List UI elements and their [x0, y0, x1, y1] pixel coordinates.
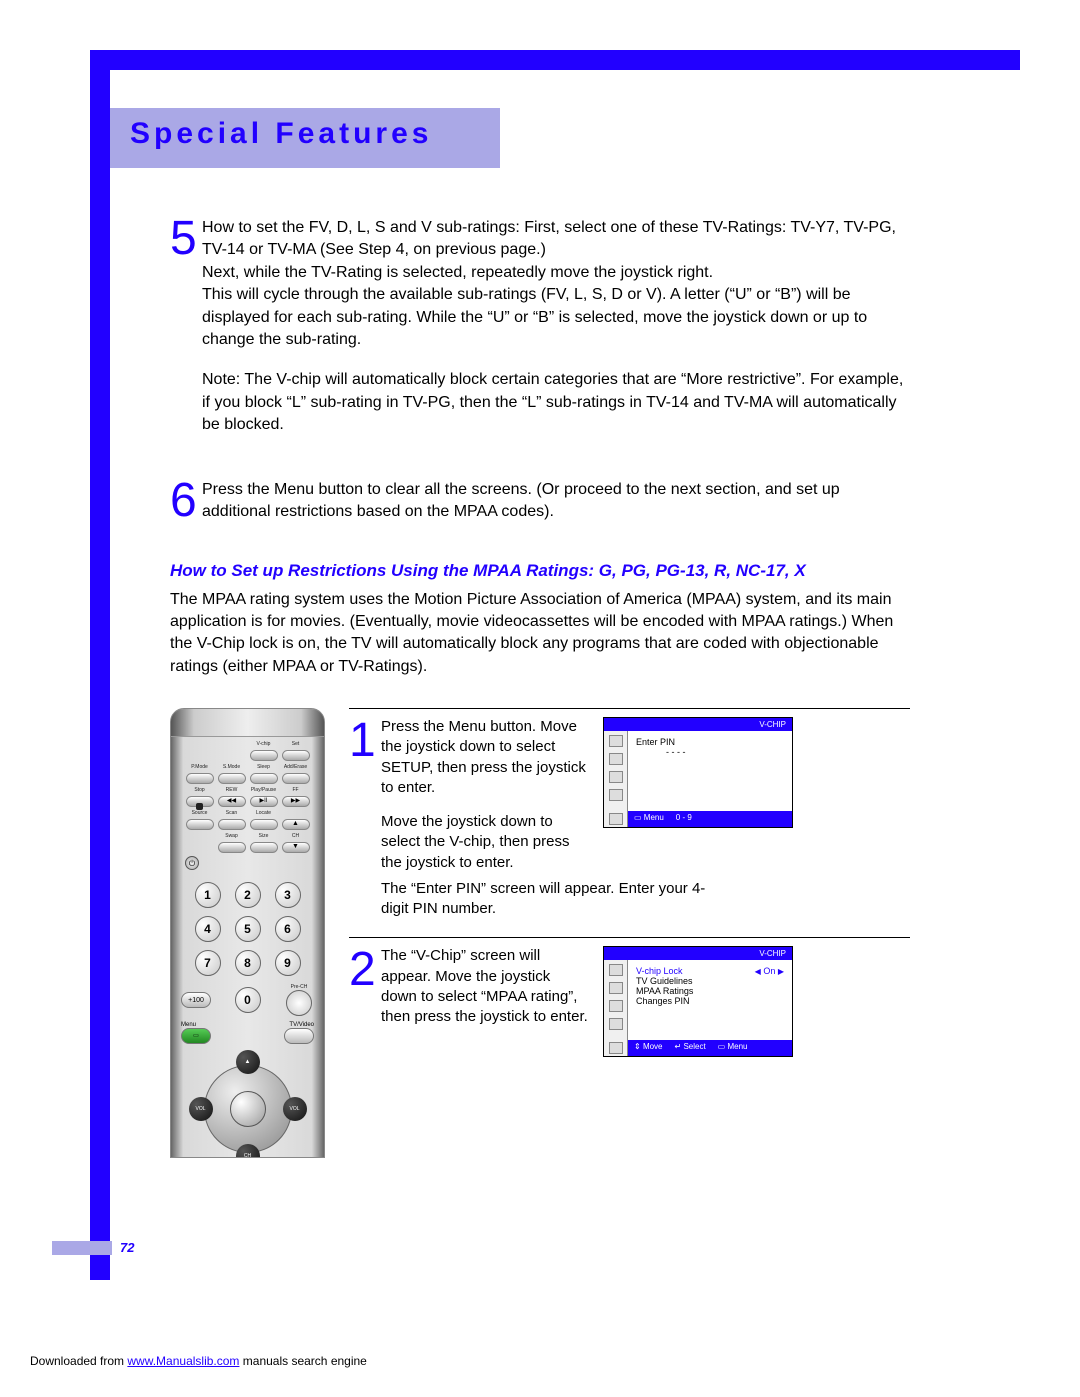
step-6-text: Press the Menu button to clear all the s… — [202, 477, 910, 525]
osd-icon — [609, 771, 623, 783]
footer-suffix: manuals search engine — [239, 1354, 366, 1368]
osd-screen-2: V-CHIP V-chip Lock◀ On ▶ TV Guidelines — [603, 946, 793, 1057]
osd-icon — [609, 789, 623, 801]
step-5-p2: Next, while the TV-Rating is selected, r… — [202, 262, 910, 284]
remote-control-image: V-chipSet P.ModeS.ModeSleepAdd/Erase Sto… — [170, 708, 325, 1158]
sub1-p2: Move the joystick down to select the V-c… — [381, 812, 589, 873]
remote-label: Set — [282, 741, 310, 747]
step-number-6: 6 — [170, 477, 202, 525]
step-number-5: 5 — [170, 215, 202, 437]
step-5-p1: How to set the FV, D, L, S and V sub-rat… — [202, 217, 910, 262]
page-number: 72 — [120, 1240, 134, 1255]
osd-icon — [609, 1000, 623, 1012]
osd-icon — [609, 813, 623, 825]
step-6: 6 Press the Menu button to clear all the… — [170, 477, 910, 525]
footer: Downloaded from www.Manualslib.com manua… — [30, 1354, 367, 1368]
page-title: Special Features — [130, 117, 432, 151]
sub-step-2-num: 2 — [349, 946, 375, 1027]
osd2-title: V-CHIP — [604, 947, 792, 960]
left-border — [90, 50, 110, 1280]
section-title: How to Set up Restrictions Using the MPA… — [170, 561, 910, 581]
section-body: The MPAA rating system uses the Motion P… — [170, 589, 910, 679]
step-5-note: Note: The V-chip will automatically bloc… — [202, 369, 910, 436]
step-5: 5 How to set the FV, D, L, S and V sub-r… — [170, 215, 910, 437]
osd-icon — [609, 1042, 623, 1054]
osd1-pin: - - - - — [666, 747, 784, 757]
footer-prefix: Downloaded from — [30, 1354, 127, 1368]
page-number-block: 72 — [52, 1240, 134, 1255]
sub1-p1: Press the Menu button. Move the joystick… — [381, 717, 589, 798]
osd1-label: Enter PIN — [636, 737, 784, 747]
top-border — [90, 50, 1020, 70]
sub2-text: The “V-Chip” screen will appear. Move th… — [381, 946, 589, 1027]
step-5-text: How to set the FV, D, L, S and V sub-rat… — [202, 215, 910, 437]
osd-icon — [609, 1018, 623, 1030]
step-5-p3: This will cycle through the available su… — [202, 284, 910, 351]
osd-icon — [609, 753, 623, 765]
footer-link[interactable]: www.Manualslib.com — [127, 1354, 239, 1368]
osd-screen-1: V-CHIP Enter PIN - - - - — [603, 717, 793, 828]
osd1-title: V-CHIP — [604, 718, 792, 731]
content-area: 5 How to set the FV, D, L, S and V sub-r… — [170, 215, 910, 1158]
sub1-p3: The “Enter PIN” screen will appear. Ente… — [381, 879, 721, 920]
osd-icon — [609, 964, 623, 976]
osd-icon — [609, 735, 623, 747]
remote-label: V-chip — [250, 741, 278, 747]
sub-step-1-num: 1 — [349, 717, 375, 873]
osd-icon — [609, 982, 623, 994]
